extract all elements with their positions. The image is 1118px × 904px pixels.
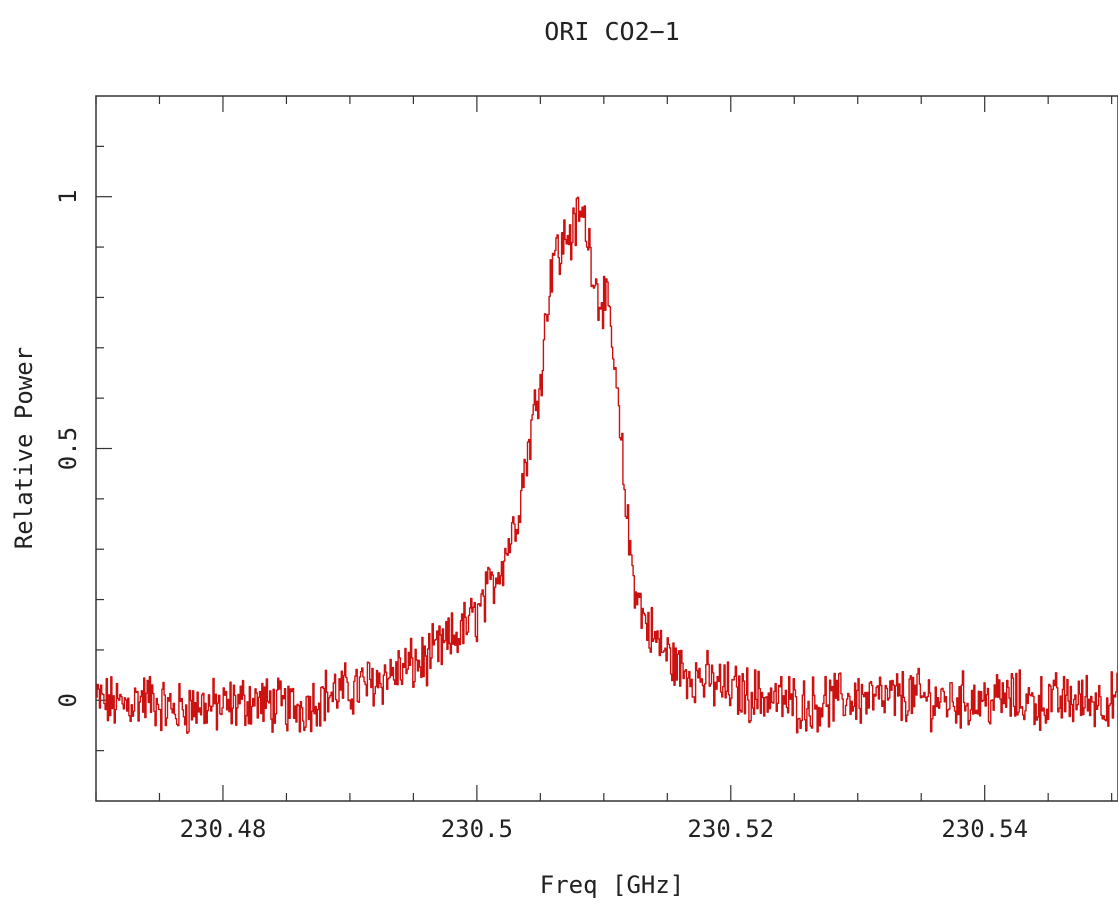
y-axis-label: Relative Power <box>10 347 38 549</box>
ticks-layer: 230.48 230.5 230.52 230.54 0 0.5 1 <box>54 96 1113 843</box>
x-tick-label: 230.5 <box>441 815 513 843</box>
x-tick-label: 230.54 <box>941 815 1028 843</box>
chart-title: ORI CO2−1 <box>544 17 679 46</box>
x-tick-label: 230.52 <box>687 815 774 843</box>
y-tick-label: 0.5 <box>54 427 82 470</box>
spectrum-series-line <box>96 196 1118 734</box>
y-tick-label: 1 <box>54 189 82 203</box>
y-tick-label: 0 <box>54 693 82 707</box>
x-axis-label: Freq [GHz] <box>540 871 685 899</box>
x-tick-label: 230.48 <box>180 815 267 843</box>
